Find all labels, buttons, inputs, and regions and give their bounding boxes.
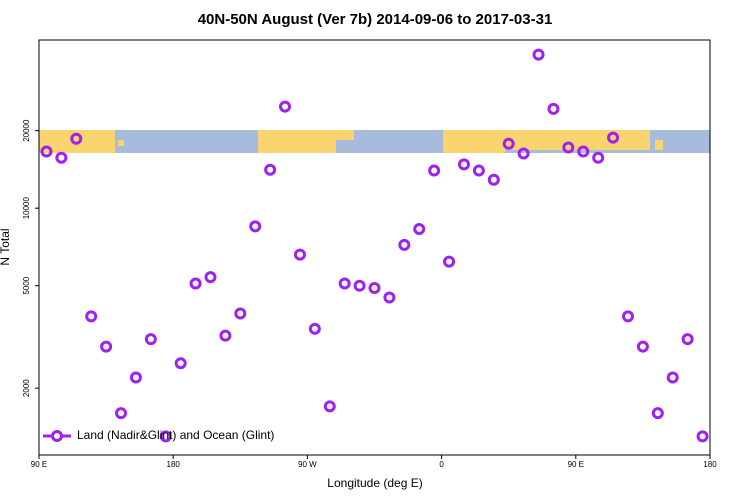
point: [219, 329, 232, 342]
point: [681, 333, 694, 346]
point: [696, 430, 709, 443]
x-tick-label: 90 W: [298, 460, 317, 469]
x-tick-label: 180: [703, 460, 717, 469]
point: [100, 340, 113, 353]
point: [353, 279, 366, 292]
point: [204, 271, 217, 284]
point: [428, 164, 441, 177]
point: [55, 151, 68, 164]
point: [487, 173, 500, 186]
point: [70, 132, 83, 145]
point: [443, 255, 456, 268]
legend-label: Land (Nadir&Glint) and Ocean (Glint): [77, 428, 274, 442]
point: [368, 281, 381, 294]
point: [413, 223, 426, 236]
point: [174, 357, 187, 370]
x-tick-label: 180: [167, 460, 181, 469]
point: [398, 238, 411, 251]
point: [457, 158, 470, 171]
y-tick-label: 2000: [22, 379, 31, 397]
x-tick-label: 90 E: [31, 460, 47, 469]
point: [144, 333, 157, 346]
point: [547, 102, 560, 115]
point: [472, 164, 485, 177]
point: [502, 137, 515, 150]
point: [383, 291, 396, 304]
x-axis-label: Longitude (deg E): [327, 476, 422, 490]
point: [249, 220, 262, 233]
y-tick-label: 20000: [22, 119, 31, 142]
point: [40, 145, 53, 158]
point: [532, 48, 545, 61]
point: [636, 340, 649, 353]
point: [517, 147, 530, 160]
point: [666, 371, 679, 384]
point: [159, 430, 172, 443]
point: [592, 151, 605, 164]
point: [129, 371, 142, 384]
point: [234, 307, 247, 320]
map-strip: [39, 130, 710, 153]
y-axis-label: N Total: [0, 228, 12, 265]
chart-title: 40N-50N August (Ver 7b) 2014-09-06 to 20…: [198, 11, 553, 28]
point: [85, 310, 98, 323]
point: [323, 400, 336, 413]
legend-marker: [51, 430, 63, 442]
y-tick-label: 5000: [22, 276, 31, 294]
point: [577, 145, 590, 158]
point: [189, 277, 202, 290]
point: [308, 322, 321, 335]
point: [338, 277, 351, 290]
point: [621, 310, 634, 323]
point: [264, 163, 277, 176]
y-tick-label: 10000: [22, 197, 31, 220]
plot-frame: [38, 39, 711, 456]
point: [562, 141, 575, 154]
x-tick-label: 90 E: [568, 460, 584, 469]
point: [279, 100, 292, 113]
point: [607, 131, 620, 144]
x-tick-label: 0: [439, 460, 444, 469]
point: [115, 407, 128, 420]
point: [293, 248, 306, 261]
point: [651, 407, 664, 420]
